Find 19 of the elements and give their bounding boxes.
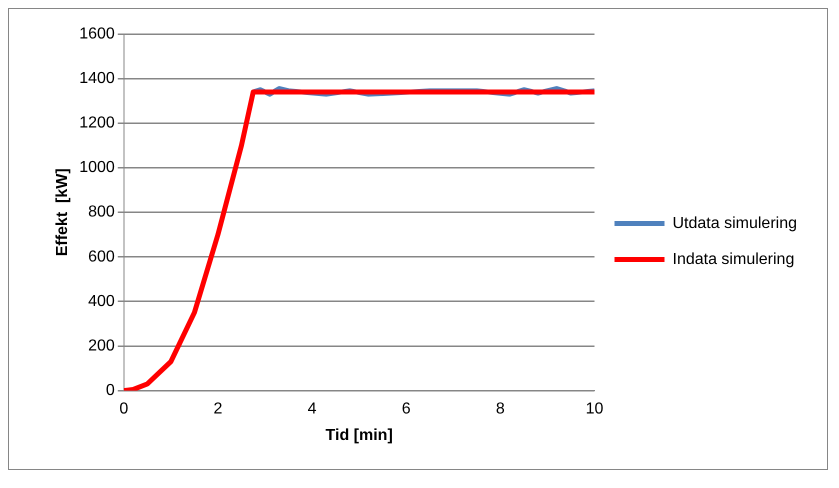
y-tick-label: 200 [88, 337, 115, 354]
legend-label: Utdata simulering [672, 214, 797, 232]
x-tick-label: 8 [496, 400, 505, 418]
legend-label: Indata simulering [672, 250, 794, 268]
y-tick-label: 1400 [79, 70, 115, 87]
y-tick-label: 400 [88, 292, 115, 310]
y-tick-label: 1000 [79, 159, 115, 176]
y-tick-label: 800 [88, 204, 115, 221]
y-axis-title: Effekt [kW] [54, 168, 72, 256]
y-tick-label: 1200 [79, 114, 115, 132]
y-tick-label: 0 [106, 382, 115, 400]
y-tick-label: 1600 [79, 25, 115, 42]
x-tick-label: 10 [586, 400, 604, 418]
y-tick-label: 600 [88, 248, 115, 266]
x-tick-label: 2 [213, 400, 222, 418]
x-axis-title: Tid [min] [326, 426, 393, 444]
x-tick-label: 4 [308, 400, 317, 418]
x-tick-label: 6 [402, 400, 411, 418]
x-tick-label: 0 [119, 400, 128, 418]
